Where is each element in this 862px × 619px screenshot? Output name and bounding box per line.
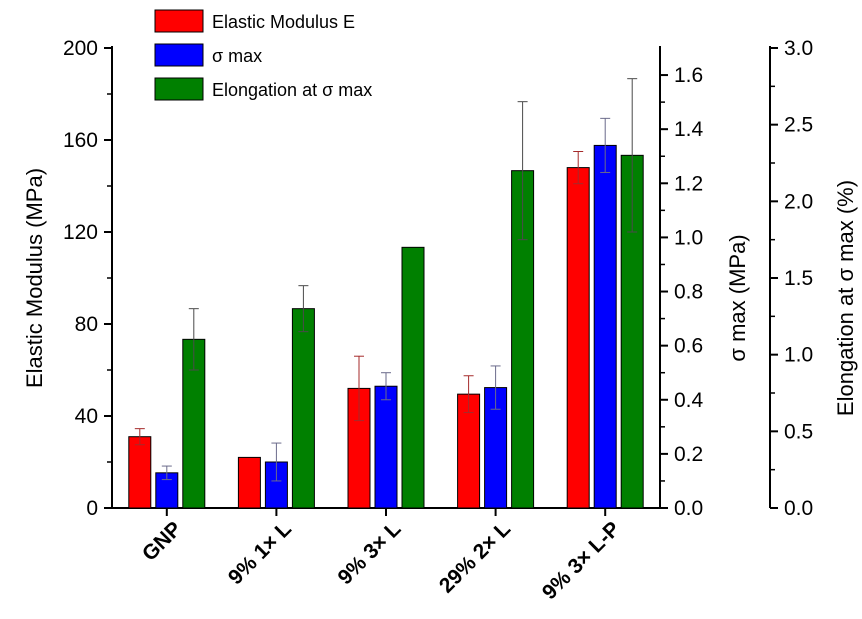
right-tick-label: 1.0 — [784, 344, 813, 367]
right-tick-label: 2.5 — [784, 114, 813, 137]
middle-axis-title: σ max (MPa) — [725, 234, 750, 361]
middle-tick-label: 1.0 — [674, 226, 703, 249]
right-axis-title: Elongation at σ max (%) — [833, 180, 858, 416]
axes-layer: 0 40 80 120 160 200 0.0 0.2 0.4 0.6 0.8 1.0 1.2 1.4 1.… — [22, 37, 858, 604]
legend: Elastic Modulus E σ max Elongation at σ ma… — [154, 9, 372, 101]
right-tick-label: 3.0 — [784, 37, 813, 60]
middle-tick-label: 0.2 — [674, 443, 703, 466]
bar-left-0 — [128, 436, 152, 509]
left-tick-label: 120 — [63, 221, 98, 244]
category-label: 9% 3× L-P — [538, 517, 625, 604]
middle-tick-label: 0.4 — [674, 389, 704, 412]
middle-tick-label: 1.2 — [674, 172, 703, 195]
bar-right-1 — [291, 308, 315, 509]
right-tick-label: 2.0 — [784, 190, 813, 213]
left-tick-label: 80 — [75, 313, 98, 336]
legend-label: Elastic Modulus E — [212, 12, 355, 32]
right-tick-label: 1.5 — [784, 267, 813, 290]
legend-swatch — [154, 77, 204, 101]
bar-left-1 — [237, 456, 261, 509]
error-bars-layer — [134, 78, 638, 482]
middle-tick-label: 1.6 — [674, 64, 703, 87]
right-tick-label: 0.5 — [784, 420, 813, 443]
left-axis-title: Elastic Modulus (MPa) — [22, 168, 47, 388]
legend-swatch — [154, 43, 204, 67]
legend-swatch — [154, 9, 204, 33]
category-label: 9% 1× L — [224, 517, 296, 589]
bar-right-2 — [401, 246, 425, 509]
category-label: 29% 2× L — [435, 517, 515, 597]
middle-tick-label: 1.4 — [674, 118, 704, 141]
left-tick-label: 40 — [75, 405, 98, 428]
category-label: 9% 3× L — [334, 517, 406, 589]
category-label: GNP — [138, 517, 186, 565]
bar-middle-2 — [374, 385, 398, 509]
legend-label: σ max — [212, 46, 262, 66]
bars-layer — [128, 144, 644, 509]
right-tick-label: 0.0 — [784, 497, 813, 520]
middle-tick-label: 0.6 — [674, 335, 703, 358]
bar-middle-4 — [593, 144, 617, 509]
legend-label: Elongation at σ max — [212, 80, 372, 100]
left-tick-label: 200 — [63, 37, 98, 60]
left-tick-label: 160 — [63, 129, 98, 152]
middle-tick-label: 0.0 — [674, 497, 703, 520]
left-tick-label: 0 — [86, 497, 98, 520]
middle-tick-label: 0.8 — [674, 281, 703, 304]
bar-left-4 — [566, 167, 590, 509]
